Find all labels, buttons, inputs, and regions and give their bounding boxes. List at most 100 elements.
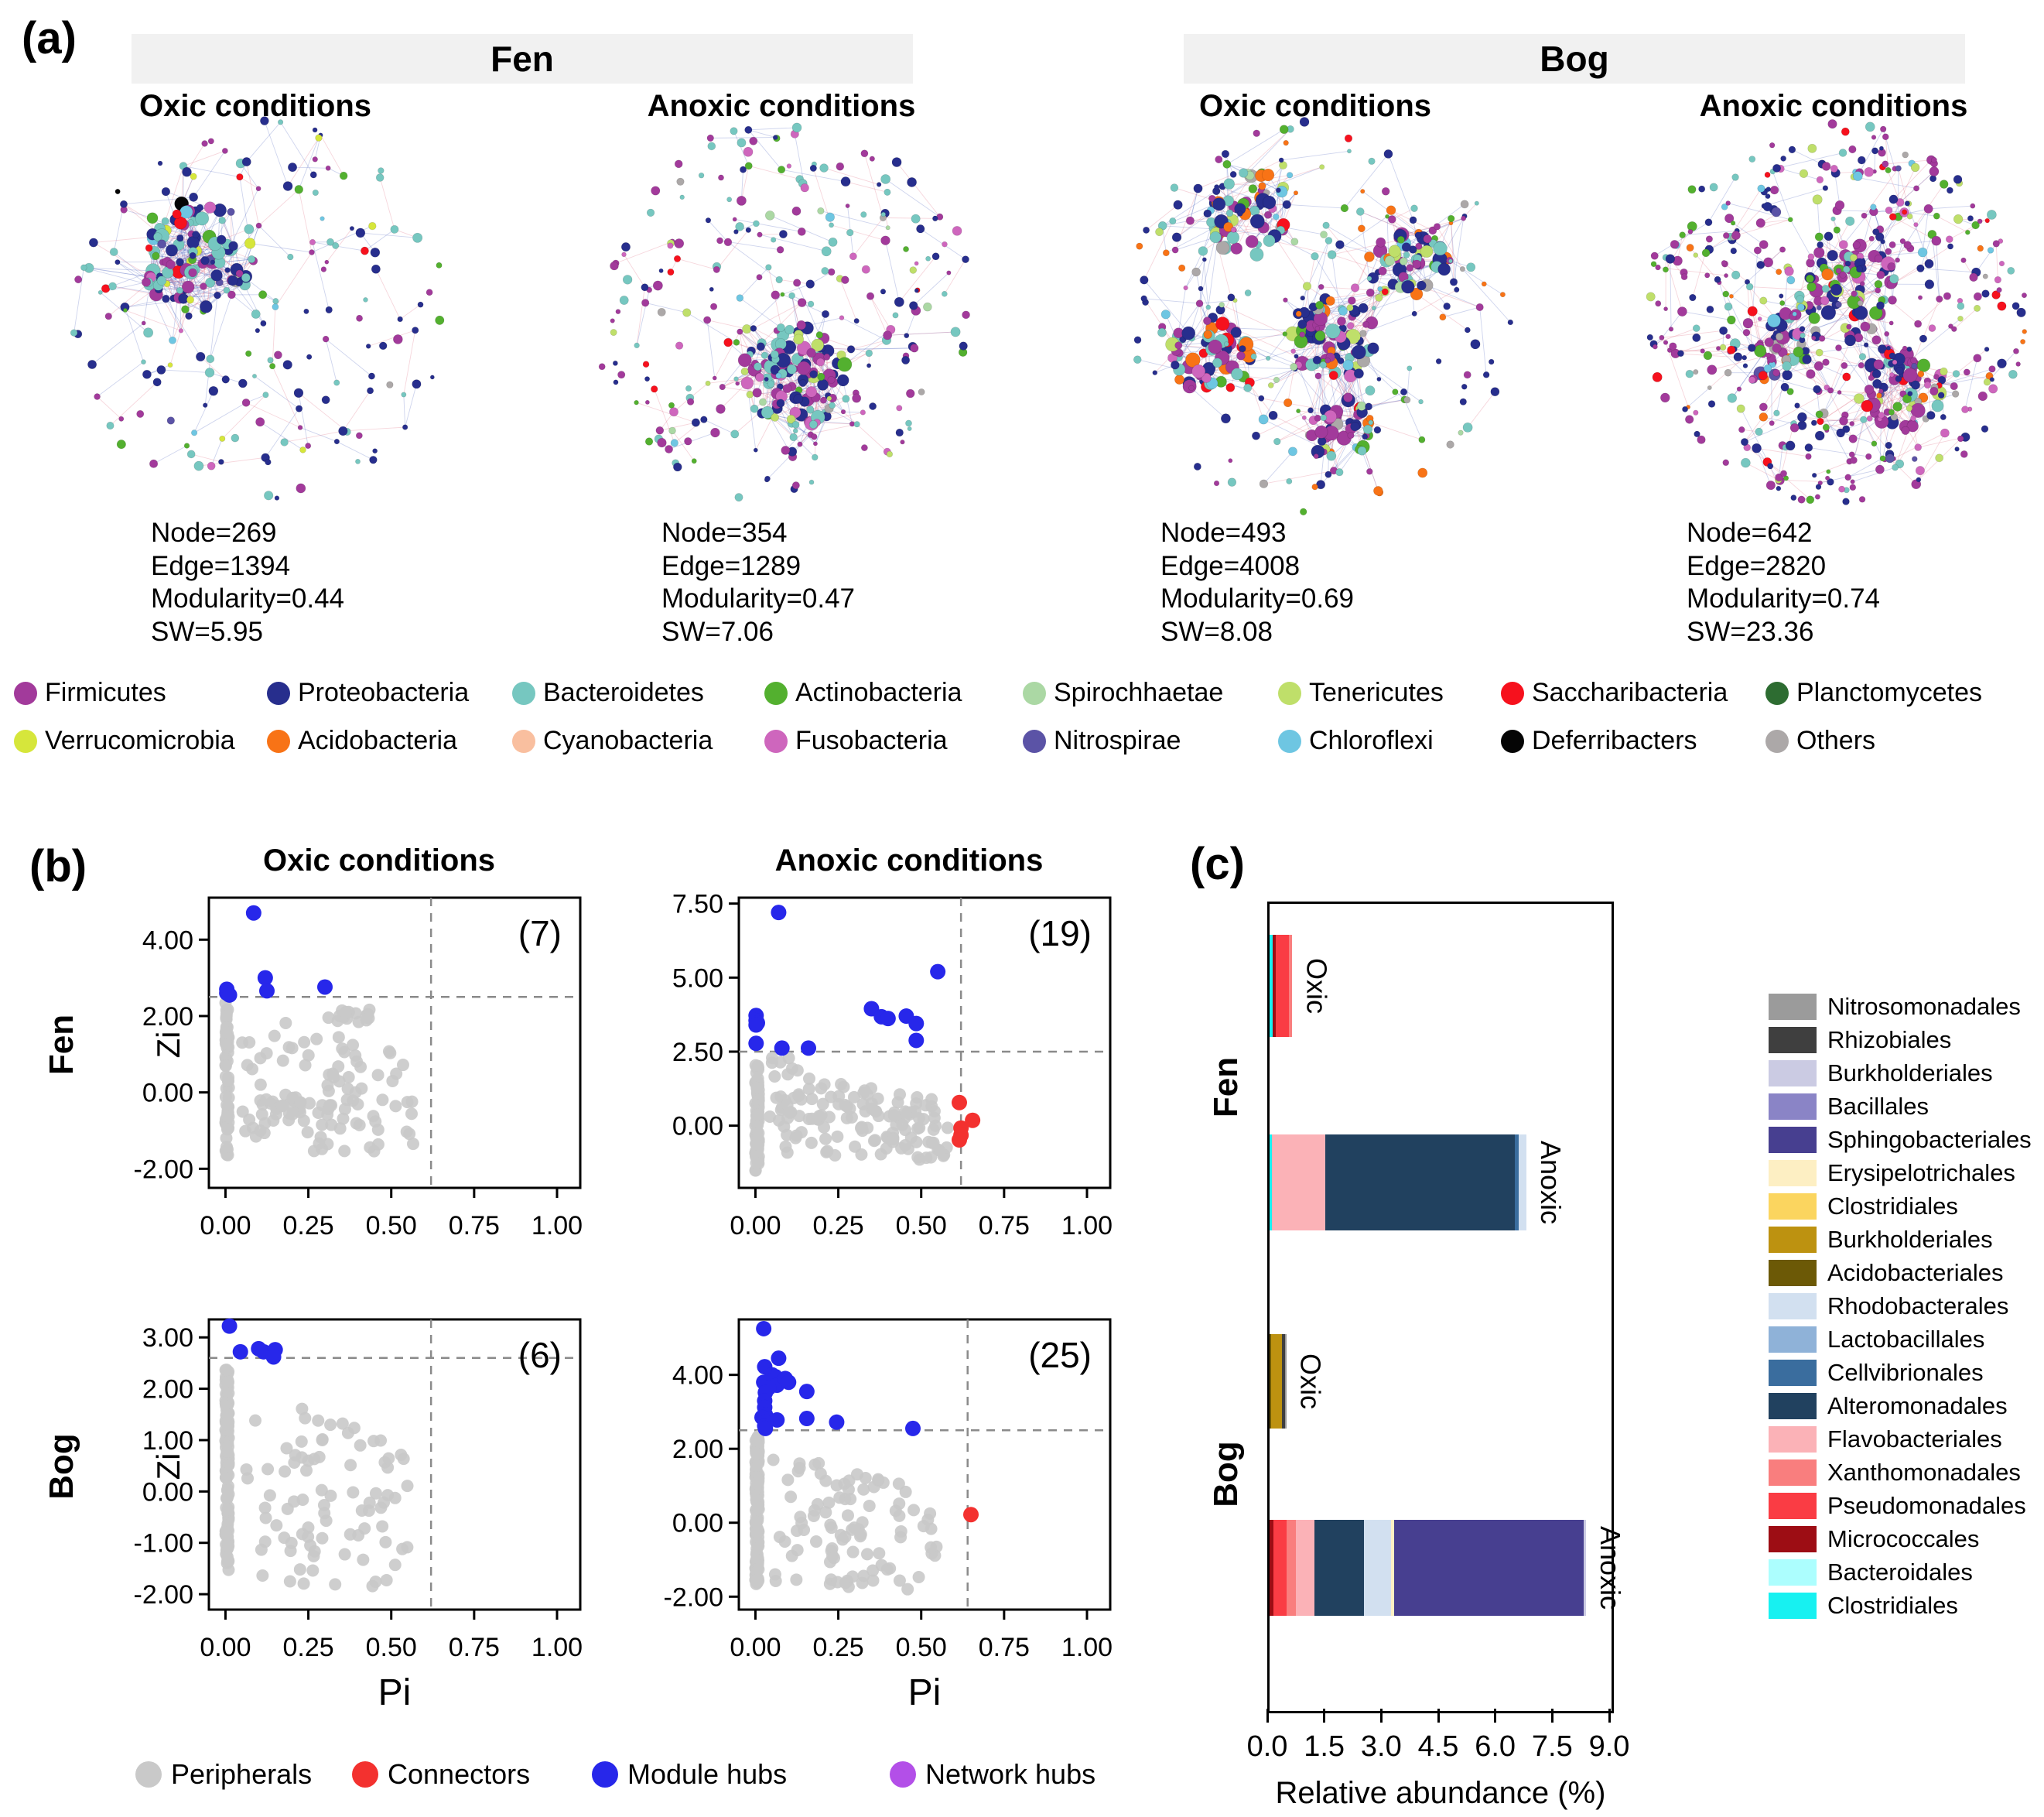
stats-bog-oxic: Node=493 Edge=4008 Modularity=0.69 SW=8.08 [1160, 517, 1354, 649]
taxa-color-swatch-icon [1769, 1193, 1817, 1220]
taxa-legend-item: Burkholderiales [1769, 1059, 2032, 1086]
taxa-legend-label: Clostridiales [1827, 1592, 1958, 1619]
network-stat-line: Edge=2820 [1687, 550, 1827, 581]
bar-condition-label: Anoxic [1534, 1140, 1567, 1225]
c-row-label-bog: Bog [1207, 1441, 1245, 1507]
svg-text:0.00: 0.00 [200, 1633, 251, 1662]
taxa-color-swatch-icon [1769, 1426, 1817, 1453]
peripheral-points [219, 1364, 414, 1593]
taxa-color-swatch-icon [1769, 1060, 1817, 1086]
x-tick-mark [1437, 1709, 1440, 1723]
phylum-legend-item: Bacteroidetes [512, 678, 704, 708]
svg-text:1.00: 1.00 [142, 1426, 193, 1456]
svg-text:2.00: 2.00 [672, 1435, 723, 1464]
stacked-bar-fen-oxic: Oxic [1270, 935, 1332, 1037]
x-tick-label: 4.5 [1417, 1730, 1459, 1763]
bar-segment-alteromonadales [1314, 1520, 1364, 1616]
svg-text:1.00: 1.00 [532, 1211, 583, 1240]
row-label-fen: Fen [43, 1014, 80, 1076]
svg-text:0.00: 0.00 [200, 1211, 251, 1240]
network-stat-line: Modularity=0.44 [151, 583, 345, 614]
subtitle-bog-anoxic: Anoxic conditions [1699, 89, 1968, 123]
node-role-dot-icon [592, 1761, 618, 1788]
stacked-bar-fen-anoxic: Anoxic [1270, 1134, 1567, 1230]
hub-count-annotation: (19) [1028, 913, 1092, 953]
taxa-legend-label: Xanthomonadales [1827, 1459, 2021, 1486]
bar-segment-flavobacteriales [1271, 1134, 1325, 1230]
network-fen-anoxic [598, 122, 970, 502]
phylum-color-dot-icon [1501, 729, 1524, 753]
phylum-legend-item: Firmicutes [14, 678, 166, 708]
taxa-legend-item: Clostridiales [1769, 1193, 2032, 1220]
x-axis-label-pi-right: Pi [907, 1672, 942, 1713]
phylum-legend-item: Cyanobacteria [512, 726, 713, 756]
taxa-legend-item: Xanthomonadales [1769, 1459, 2032, 1486]
phylum-legend-label: Planctomycetes [1796, 678, 1982, 707]
phylum-legend-label: Firmicutes [45, 678, 166, 707]
taxa-legend-item: Sphingobacteriales [1769, 1126, 2032, 1153]
bar-condition-label: Anoxic [1595, 1525, 1627, 1610]
taxa-color-swatch-icon [1769, 1559, 1817, 1586]
svg-text:0.25: 0.25 [282, 1211, 333, 1240]
edges-layer [73, 120, 421, 467]
phylum-legend-item: Chloroflexi [1278, 726, 1434, 756]
network-stat-line: SW=7.06 [661, 617, 774, 648]
phylum-color-dot-icon [764, 681, 788, 705]
svg-text:1.00: 1.00 [1061, 1633, 1113, 1662]
phylum-color-dot-icon [267, 729, 290, 753]
taxa-color-swatch-icon [1769, 1293, 1817, 1319]
svg-text:-1.00: -1.00 [134, 1529, 194, 1559]
taxa-legend-item: Acidobacteriales [1769, 1259, 2032, 1286]
bar-segment-xanthomonadales [1287, 1520, 1297, 1616]
hub-count-annotation: (6) [518, 1335, 562, 1375]
svg-text:7.50: 7.50 [672, 890, 723, 919]
module-hub-points [221, 1318, 283, 1365]
svg-text:-2.00: -2.00 [134, 1155, 194, 1184]
network-stat-line: Modularity=0.74 [1687, 583, 1881, 614]
subtitle-fen-anoxic: Anoxic conditions [647, 89, 916, 123]
bar-condition-label: Oxic [1294, 1353, 1327, 1409]
taxa-legend-label: Bacteroidales [1827, 1559, 1973, 1586]
svg-text:0.00: 0.00 [672, 1112, 723, 1141]
svg-text:2.00: 2.00 [142, 1375, 193, 1405]
taxa-legend-label: Bacillales [1827, 1093, 1929, 1120]
phylum-legend-item: Verrucomicrobia [14, 726, 235, 756]
x-tick-label: 7.5 [1531, 1730, 1573, 1763]
connector-points [952, 1094, 981, 1148]
phylum-legend-item: Acidobacteria [267, 726, 457, 756]
phylum-legend-label: Spirochhaetae [1054, 678, 1224, 707]
taxa-legend-label: Sphingobacteriales [1827, 1126, 2032, 1153]
phylum-color-dot-icon [1765, 729, 1789, 753]
svg-text:0.75: 0.75 [979, 1633, 1030, 1662]
phylum-legend-label: Bacteroidetes [543, 678, 704, 707]
nodes-layer [598, 122, 970, 502]
bar-segment-sphingobacteriales [1393, 1520, 1584, 1616]
svg-text:0.50: 0.50 [366, 1633, 417, 1662]
taxa-legend-label: Acidobacteriales [1827, 1259, 2004, 1286]
connector-points [963, 1507, 979, 1523]
scatter-fen-anoxic: 7.50 5.00 2.50 0.00 0.00 0.25 0.50 0.75 1.00 (19) [672, 890, 1113, 1240]
network-stat-line: Edge=1394 [151, 550, 291, 581]
phylum-color-dot-icon [14, 681, 37, 705]
phylum-color-dot-icon [512, 729, 535, 753]
svg-text:2.00: 2.00 [142, 1002, 193, 1032]
bar-segment-clostridiales [1270, 1134, 1272, 1230]
network-bog-anoxic [1646, 119, 2028, 505]
phylum-color-dot-icon [1278, 681, 1301, 705]
module-hub-points [219, 905, 333, 1003]
bar-segment-rhizobiales [1281, 1334, 1285, 1429]
module-hub-points [754, 1320, 921, 1436]
taxa-color-swatch-icon [1769, 1093, 1817, 1120]
bar-segment-xanthomonadales [1288, 935, 1293, 1037]
x-tick-label: 1.5 [1304, 1730, 1345, 1763]
nodes-layer [70, 116, 445, 501]
taxa-legend-label: Rhodobacterales [1827, 1292, 2009, 1319]
taxa-legend-item: Alteromonadales [1769, 1392, 2032, 1419]
taxa-color-swatch-icon [1769, 1459, 1817, 1486]
bar-segment-rhodobacterales [1519, 1134, 1526, 1230]
taxa-color-swatch-icon [1769, 1526, 1817, 1552]
phylum-legend-label: Fusobacteria [795, 726, 948, 755]
nodes-layer [1133, 117, 1514, 515]
svg-text:0.00: 0.00 [142, 1477, 193, 1507]
network-stat-line: Node=354 [661, 518, 788, 548]
